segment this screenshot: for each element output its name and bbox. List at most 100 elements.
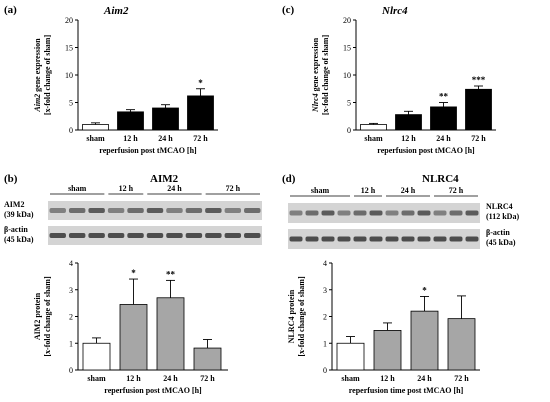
y-axis-label-gene: Aim2 [33, 92, 42, 113]
category-label: 12 h [126, 374, 141, 383]
blot-band-actin [244, 233, 261, 238]
y-tick-label: 0 [69, 126, 73, 135]
y-tick-label: 1 [69, 339, 73, 348]
blot-band-kda: (45 kDa) [486, 238, 516, 247]
y-tick-label: 10 [343, 71, 351, 80]
y-tick-label: 15 [65, 44, 73, 53]
blot-band-name: β-actin [4, 225, 28, 234]
blot-band-name: β-actin [486, 228, 510, 237]
significance-marker: * [131, 268, 136, 278]
blot-band-actin [337, 236, 351, 242]
blot-band-target [185, 208, 203, 213]
bar-chart-nlrc4-protein: 0 1 2 3 4 sham 12 h 24 h * 72 h reperfusion time p… [287, 259, 480, 395]
y-tick-label: 15 [343, 44, 351, 53]
bar-24h [430, 106, 457, 131]
blot-band-target [465, 210, 479, 216]
blot-band-actin [205, 233, 222, 238]
panel-label-c: (c) [282, 4, 295, 16]
blot-band-target [337, 210, 351, 216]
x-axis-label: reperfusion time post tMCAO [h] [349, 386, 464, 395]
blot-band-target [68, 208, 86, 213]
y-tick-label: 0 [347, 126, 351, 135]
blot-band-actin [127, 233, 144, 238]
y-tick-label: 10 [65, 71, 73, 80]
y-axis-label: Aim2 gene expression [33, 38, 42, 113]
blot-band-actin [369, 236, 383, 242]
y-tick-label: 1 [323, 339, 327, 348]
blot-strip-target [288, 203, 480, 223]
y-axis-label-text: gene expression [311, 37, 320, 91]
blot-band-kda: (45 kDa) [4, 235, 34, 244]
bar-12h [117, 111, 144, 131]
bar-chart-aim2-protein: 0 1 2 3 4 sham 12 h * 24 h ** 72 h reperfusion post… [33, 259, 228, 395]
category-label: 12 h [401, 134, 416, 143]
category-label: 24 h [163, 374, 178, 383]
category-label: 24 h [436, 134, 451, 143]
bar-72h [447, 318, 476, 371]
blot-group-label: 72 h [449, 186, 464, 195]
blot-band-actin [321, 236, 335, 242]
category-label: 24 h [158, 134, 173, 143]
blot-group-label: sham [68, 184, 87, 193]
bar-chart-nlrc4-gene: 0 5 10 15 20 sham 12 h 24 h ** 72 h *** reperfusion… [311, 16, 496, 155]
y-axis-label: NLRC4 protein [287, 289, 296, 343]
blot-band-actin [289, 236, 303, 242]
blot-band-actin [88, 233, 105, 238]
blot-group-label: 72 h [226, 184, 241, 193]
western-blot-aim2: sham 12 h 24 h 72 h AIM2(39 kDa) β-actin(45 k… [4, 184, 262, 245]
blot-band-target [49, 208, 66, 213]
blot-band-actin [385, 236, 399, 242]
blot-band-target [369, 210, 383, 216]
blot-strip-actin [288, 229, 480, 249]
blot-band-target [401, 210, 415, 216]
bar-sham [82, 124, 109, 131]
significance-marker: * [198, 78, 203, 88]
category-label: sham [341, 374, 360, 383]
blot-band-actin [465, 236, 479, 242]
blot-band-target [205, 208, 222, 213]
significance-marker: ** [439, 92, 449, 102]
bar-24h [410, 310, 439, 371]
blot-band-name: NLRC4 [486, 202, 513, 211]
bar-sham [360, 124, 387, 131]
blot-band-target [385, 210, 399, 216]
category-label: 72 h [200, 374, 215, 383]
blot-band-actin [107, 233, 125, 238]
blot-band-target [88, 208, 105, 213]
category-label: 24 h [417, 374, 432, 383]
blot-band-target [107, 208, 125, 213]
blot-band-actin [305, 236, 319, 242]
blot-group-label: 24 h [401, 186, 416, 195]
y-axis-label-text: gene expression [33, 38, 42, 92]
blot-band-actin [49, 233, 66, 238]
chart-title-a: Aim2 [103, 5, 129, 17]
y-axis-label-unit: [x-fold change of sham] [321, 35, 330, 116]
bar-72h [193, 347, 222, 371]
significance-marker: * [422, 285, 427, 295]
blot-band-target [146, 208, 164, 213]
y-tick-label: 4 [69, 259, 73, 268]
panel-label-d: (d) [282, 173, 296, 185]
bar-12h [395, 114, 422, 131]
blot-band-actin [146, 233, 164, 238]
bar-sham [82, 342, 111, 371]
x-axis-label: reperfusion post tMCAO [h] [104, 386, 202, 395]
y-axis-label: AIM2 protein [33, 292, 42, 340]
category-label: 72 h [454, 374, 469, 383]
blot-band-target [289, 210, 303, 216]
y-tick-label: 4 [323, 259, 327, 268]
y-tick-label: 0 [69, 366, 73, 375]
y-tick-label: 20 [343, 16, 351, 25]
y-axis-label-unit: [x-fold change of sham] [297, 276, 306, 357]
y-axis-label: Nlrc4 gene expression [311, 37, 320, 113]
category-label: sham [364, 134, 383, 143]
blot-group-label: 24 h [167, 184, 182, 193]
bar-24h [156, 297, 185, 371]
blot-band-target [305, 210, 319, 216]
chart-title-d: NLRC4 [422, 173, 459, 185]
blot-band-actin [185, 233, 203, 238]
category-label: 72 h [471, 134, 486, 143]
bar-chart-aim2-gene: 0 5 10 15 20 sham 12 h 24 h 72 h * reperfusion pos… [33, 16, 218, 155]
y-tick-label: 2 [323, 313, 327, 322]
